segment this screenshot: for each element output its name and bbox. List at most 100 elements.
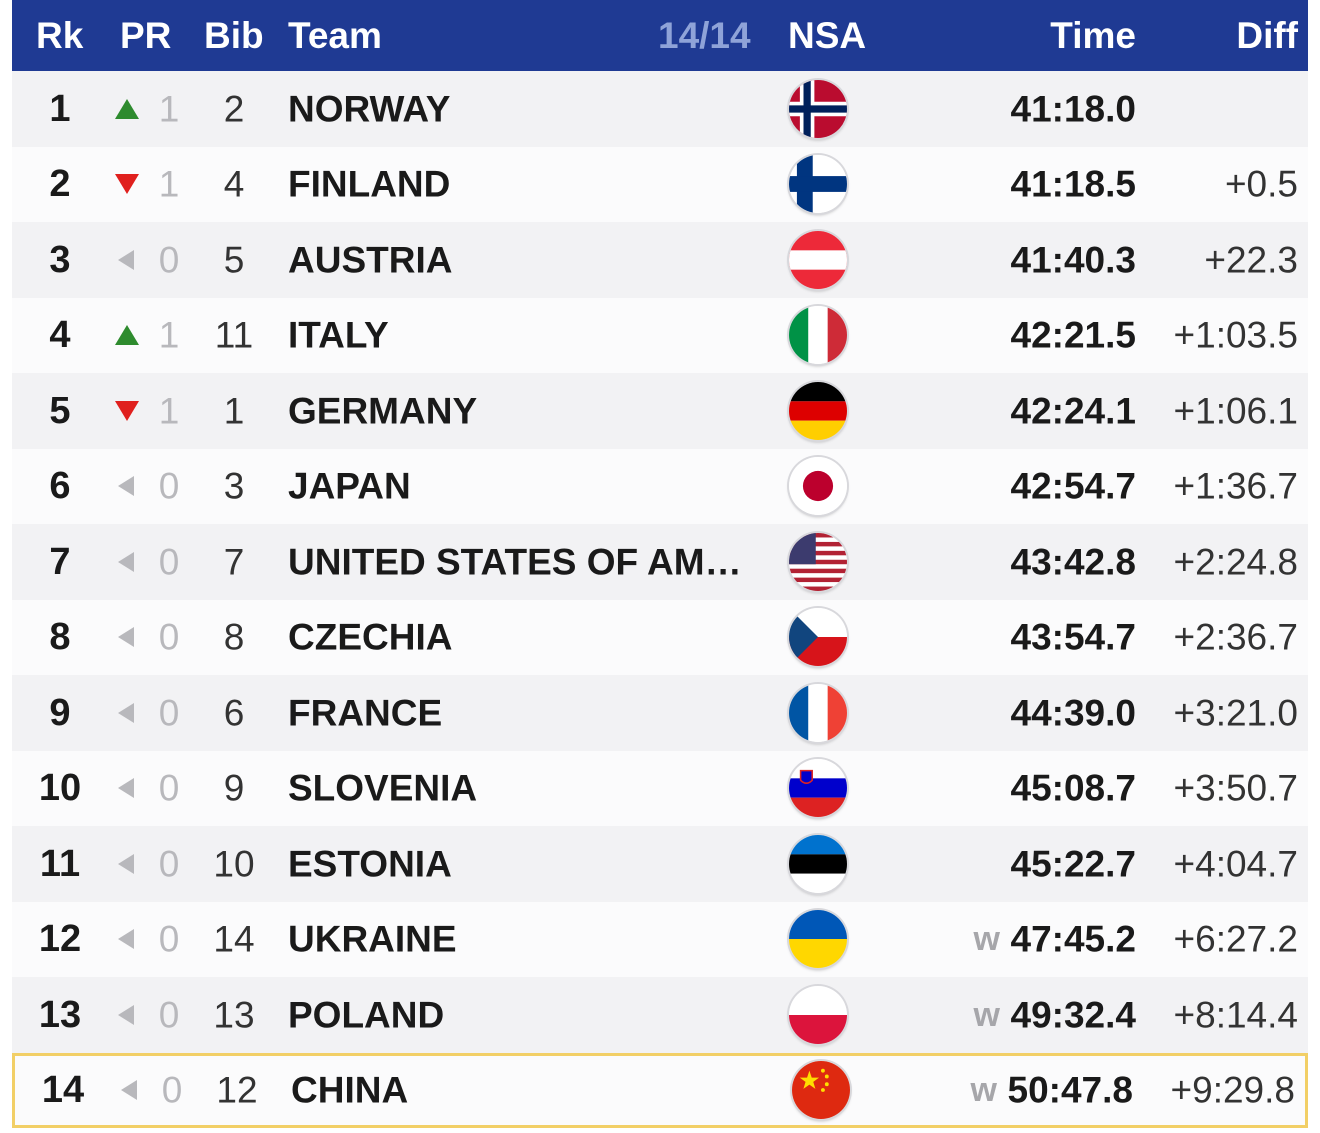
table-row[interactable]: 4 1 11 ITALY 42:21.5 +1:03.5	[12, 297, 1308, 373]
previous-rank-change: 0	[158, 465, 180, 507]
table-row[interactable]: 14 0 12 CHINA w 50:47.8 +9:29.8	[12, 1052, 1308, 1128]
time-difference: +2:36.7	[1173, 616, 1298, 658]
time-difference: +1:03.5	[1173, 314, 1298, 356]
previous-rank-change: 1	[158, 88, 180, 130]
rank: 5	[49, 389, 71, 432]
table-row[interactable]: 2 1 4 FINLAND 41:18.5 +0.5	[12, 146, 1308, 222]
team-name[interactable]: FINLAND	[288, 165, 451, 203]
table-row[interactable]: 9 0 6 FRANCE 44:39.0 +3:21.0	[12, 675, 1308, 751]
team-name[interactable]: GERMANY	[288, 392, 478, 430]
bib-column-header[interactable]: Bib	[204, 15, 264, 56]
rank: 7	[49, 540, 71, 583]
bib-number: 4	[223, 163, 245, 205]
team-name[interactable]: FRANCE	[288, 694, 443, 732]
bib-number: 11	[214, 314, 254, 356]
previous-rank-change: 0	[158, 692, 180, 734]
finish-time: 42:54.7	[1010, 465, 1137, 507]
bib-number: 5	[223, 239, 245, 281]
time-difference: +9:29.8	[1170, 1069, 1295, 1111]
rank-column-header[interactable]: Rk	[36, 15, 84, 56]
time-difference: +3:21.0	[1173, 692, 1298, 734]
germany-flag-icon	[789, 381, 847, 440]
team-name[interactable]: UNITED STATES OF AM…	[288, 543, 742, 581]
team-name[interactable]: JAPAN	[288, 467, 411, 505]
table-row[interactable]: 12 0 14 UKRAINE w 47:45.2 +6:27.2	[12, 901, 1308, 977]
team-name[interactable]: UKRAINE	[288, 920, 457, 958]
previous-rank-change: 0	[158, 767, 180, 809]
previous-rank-change: 0	[158, 843, 180, 885]
rank-unchanged-arrow-icon	[114, 1004, 140, 1026]
rank-up-arrow-icon	[114, 324, 140, 346]
table-row[interactable]: 11 0 10 ESTONIA 45:22.7 +4:04.7	[12, 826, 1308, 902]
result-count: 14/14	[658, 15, 751, 56]
team-name[interactable]: SLOVENIA	[288, 769, 478, 807]
rank: 6	[49, 465, 71, 508]
table-row[interactable]: 6 0 3 JAPAN 42:54.7 +1:36.7	[12, 448, 1308, 524]
finish-time: 41:40.3	[1010, 239, 1137, 281]
time-difference: +22.3	[1204, 239, 1298, 281]
usa-flag-icon	[789, 532, 847, 591]
table-header: Rk PR Bib Team 14/14 NSA Time Diff	[12, 0, 1308, 71]
rank-unchanged-arrow-icon	[114, 551, 140, 573]
results-table: Rk PR Bib Team 14/14 NSA Time Diff 1 1 2 NO…	[12, 0, 1308, 1128]
rank: 11	[39, 842, 81, 885]
finish-time: 47:45.2	[1010, 918, 1137, 960]
nsa-column-header[interactable]: NSA	[788, 15, 867, 56]
time-column-header[interactable]: Time	[1050, 15, 1136, 56]
italy-flag-icon	[789, 306, 847, 365]
table-row[interactable]: 3 0 5 AUSTRIA 41:40.3 +22.3	[12, 222, 1308, 298]
finish-time: 45:22.7	[1010, 843, 1137, 885]
table-row[interactable]: 8 0 8 CZECHIA 43:54.7 +2:36.7	[12, 599, 1308, 675]
czechia-flag-icon	[789, 608, 847, 667]
bib-number: 6	[223, 692, 245, 734]
team-column-header[interactable]: Team	[288, 15, 382, 56]
norway-flag-icon	[789, 79, 847, 138]
table-row[interactable]: 13 0 13 POLAND w 49:32.4 +8:14.4	[12, 977, 1308, 1053]
finish-time: 45:08.7	[1010, 767, 1137, 809]
rank-unchanged-arrow-icon	[117, 1079, 143, 1101]
rank-up-arrow-icon	[114, 98, 140, 120]
team-name[interactable]: NORWAY	[288, 90, 451, 128]
bib-number: 14	[213, 918, 255, 960]
team-name[interactable]: POLAND	[288, 996, 445, 1034]
table-row[interactable]: 5 1 1 GERMANY 42:24.1 +1:06.1	[12, 373, 1308, 449]
rank-unchanged-arrow-icon	[114, 777, 140, 799]
time-difference: +4:04.7	[1173, 843, 1298, 885]
finish-time: 42:21.5	[1010, 314, 1137, 356]
rank: 1	[49, 87, 71, 130]
rank: 12	[38, 918, 82, 961]
finish-time: 49:32.4	[1010, 994, 1137, 1036]
finish-time: 50:47.8	[1007, 1069, 1134, 1111]
rank: 8	[49, 616, 71, 659]
team-name[interactable]: ESTONIA	[288, 845, 452, 883]
previous-rank-change: 1	[158, 163, 180, 205]
finish-time: 43:54.7	[1010, 616, 1137, 658]
previous-rank-change: 0	[161, 1069, 183, 1111]
bib-number: 1	[223, 390, 245, 432]
table-row[interactable]: 7 0 7 UNITED STATES OF AM… 43:42.8 +2:24.8	[12, 524, 1308, 600]
rank-unchanged-arrow-icon	[114, 853, 140, 875]
time-difference: +0.5	[1224, 163, 1298, 205]
wax-indicator: w	[970, 1071, 997, 1110]
rank: 14	[41, 1069, 85, 1112]
table-row[interactable]: 1 1 2 NORWAY 41:18.0	[12, 71, 1308, 147]
wax-indicator: w	[973, 920, 1000, 959]
table-row[interactable]: 10 0 9 SLOVENIA 45:08.7 +3:50.7	[12, 750, 1308, 826]
austria-flag-icon	[789, 230, 847, 289]
diff-column-header[interactable]: Diff	[1236, 15, 1298, 56]
time-difference: +8:14.4	[1173, 994, 1298, 1036]
time-difference: +2:24.8	[1173, 541, 1298, 583]
bib-number: 2	[223, 88, 245, 130]
poland-flag-icon	[789, 985, 847, 1044]
team-name[interactable]: CHINA	[291, 1071, 409, 1109]
previous-rank-column-header[interactable]: PR	[120, 15, 172, 56]
previous-rank-change: 0	[158, 918, 180, 960]
rank: 3	[49, 238, 71, 281]
team-name[interactable]: AUSTRIA	[288, 241, 453, 279]
previous-rank-change: 0	[158, 616, 180, 658]
team-name[interactable]: CZECHIA	[288, 618, 453, 656]
rank-unchanged-arrow-icon	[114, 626, 140, 648]
team-name[interactable]: ITALY	[288, 316, 389, 354]
bib-number: 10	[213, 843, 255, 885]
ukraine-flag-icon	[789, 910, 847, 969]
